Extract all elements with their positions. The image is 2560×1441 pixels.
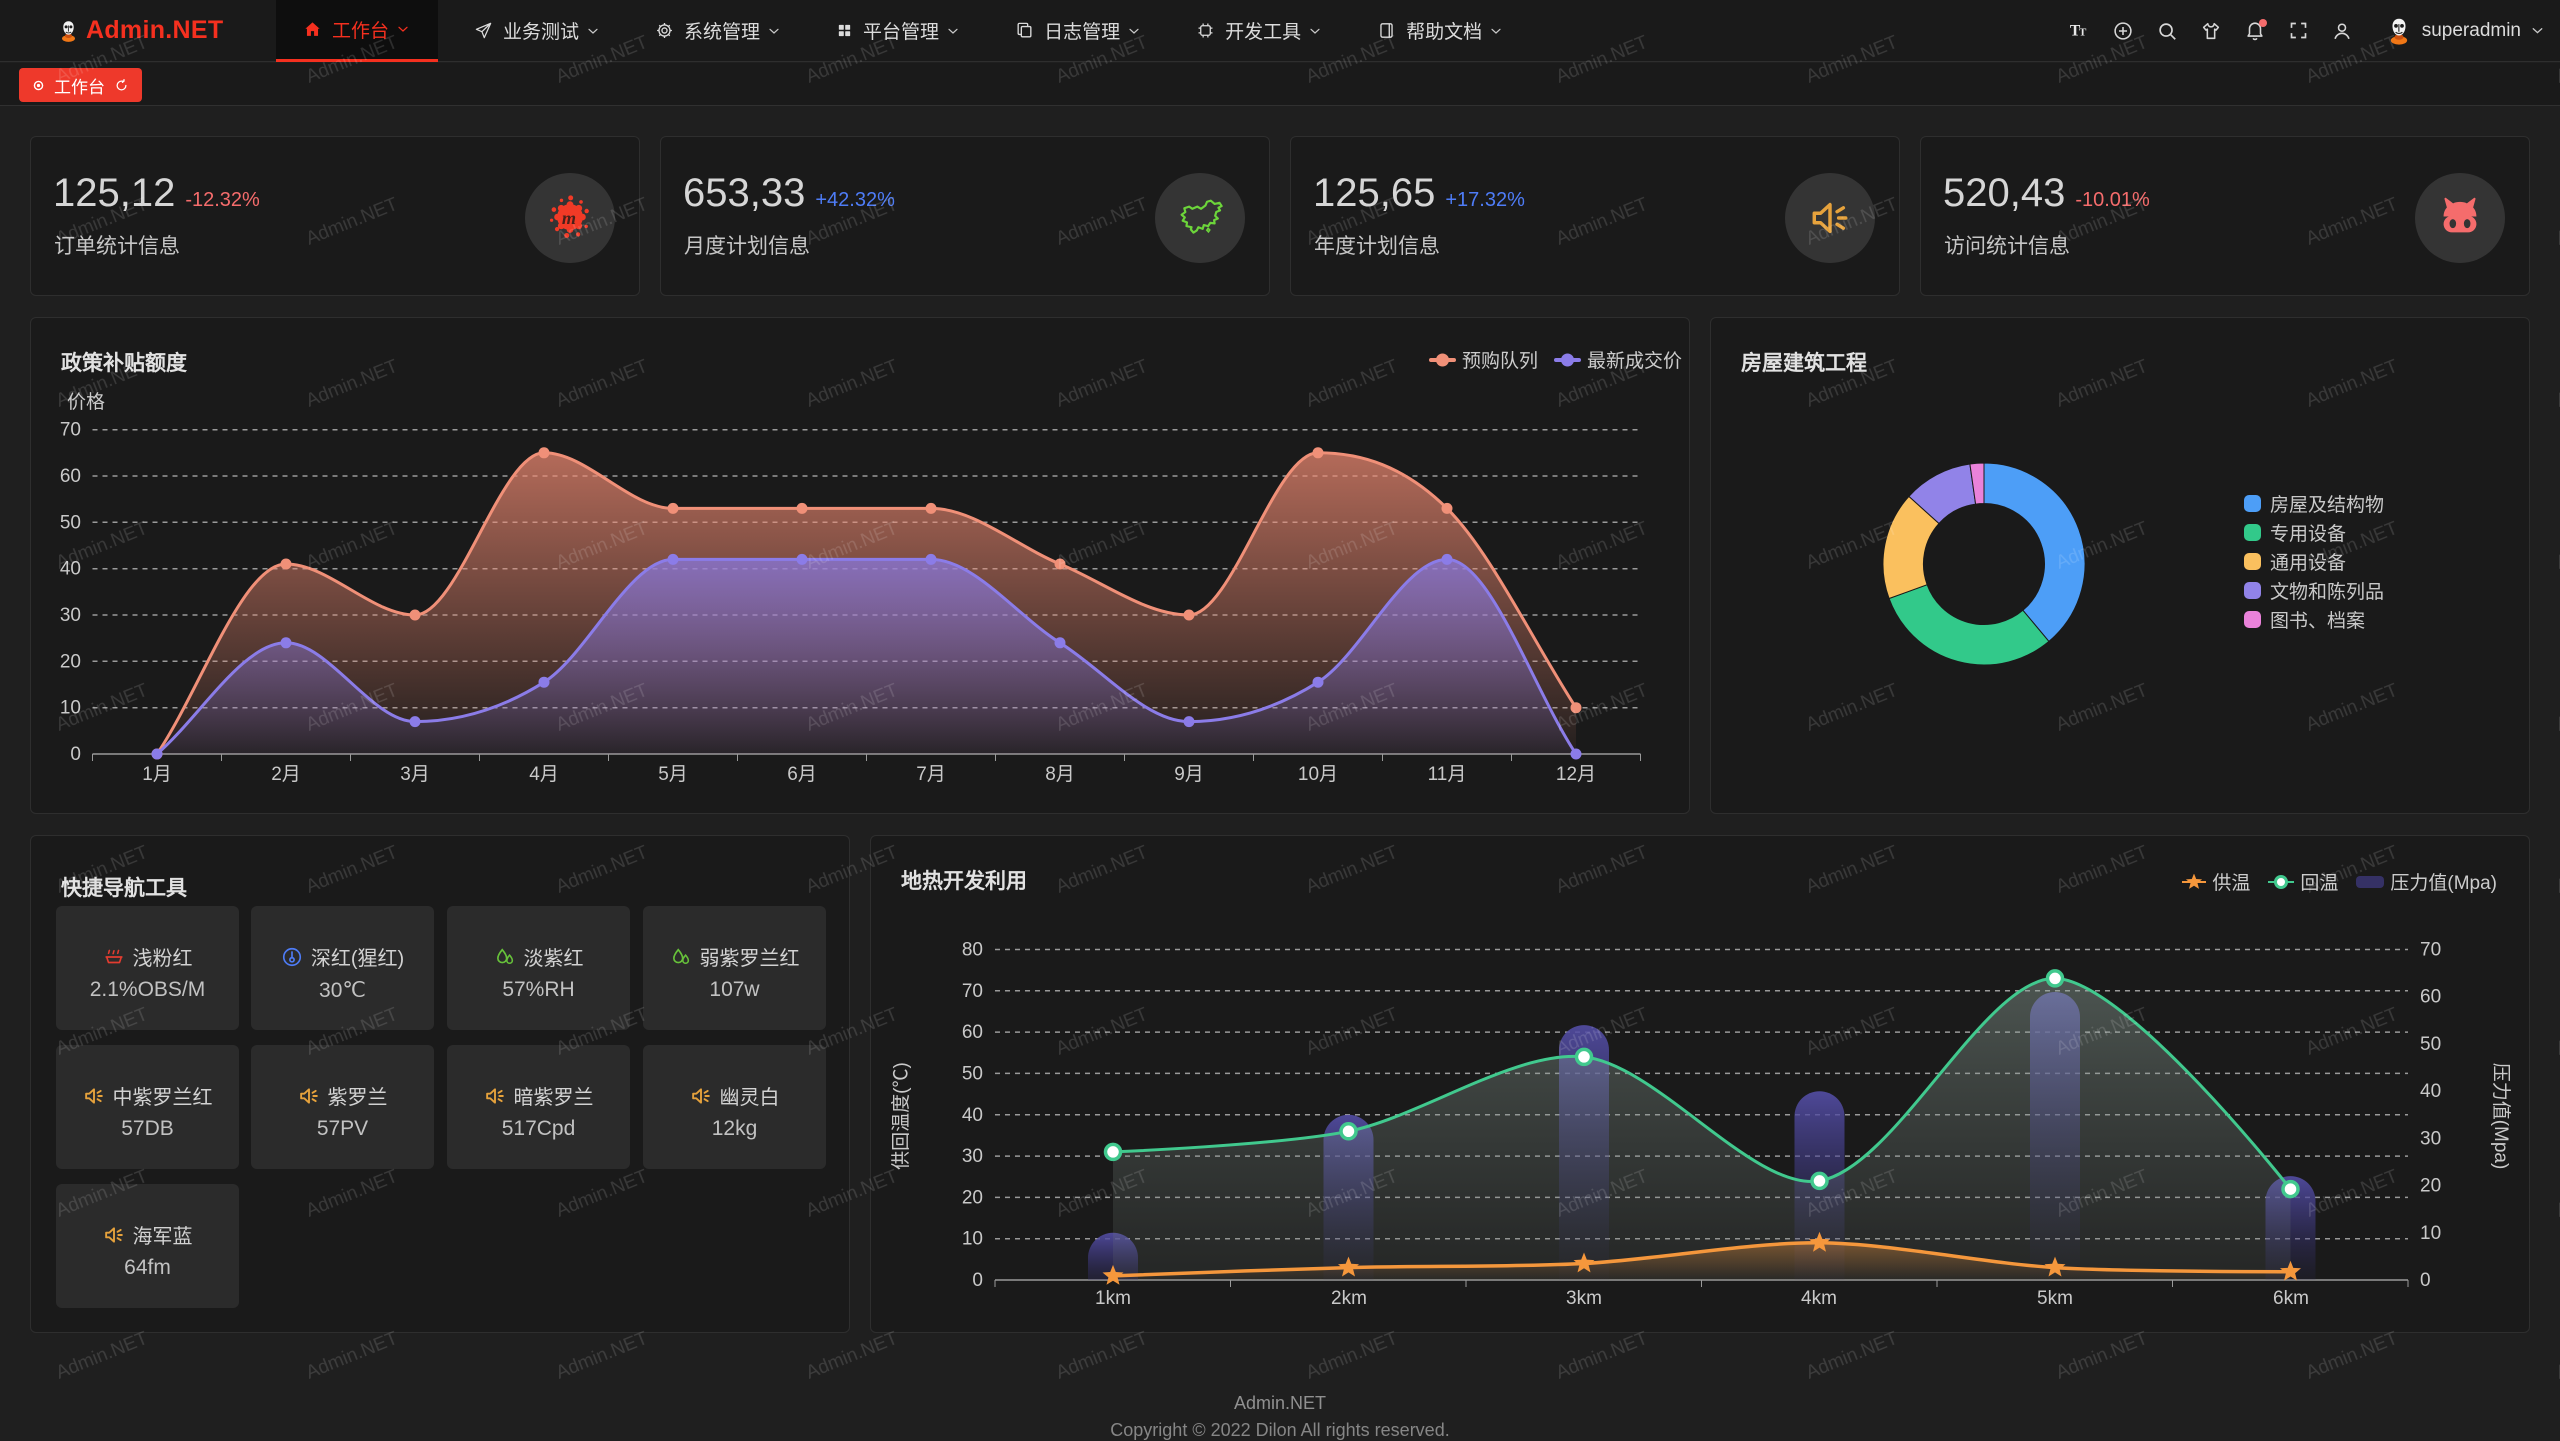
svg-text:0: 0 (2420, 1270, 2431, 1291)
svg-text:60: 60 (2420, 987, 2441, 1008)
svg-text:价格: 价格 (67, 391, 105, 413)
svg-text:12月: 12月 (1556, 764, 1596, 785)
svg-text:3月: 3月 (400, 764, 430, 785)
svg-text:3km: 3km (1566, 1288, 1602, 1309)
svg-text:11月: 11月 (1428, 764, 1467, 785)
svg-text:70: 70 (2420, 940, 2441, 961)
svg-text:1km: 1km (1095, 1288, 1131, 1309)
svg-text:40: 40 (2420, 1081, 2441, 1102)
svg-text:9月: 9月 (1174, 764, 1204, 785)
svg-text:50: 50 (962, 1063, 983, 1084)
svg-text:m: m (562, 208, 576, 228)
svg-text:0: 0 (70, 744, 81, 765)
svg-text:5km: 5km (2037, 1288, 2073, 1309)
svg-text:0: 0 (972, 1270, 983, 1291)
svg-text:70: 70 (962, 981, 983, 1002)
svg-text:40: 40 (60, 559, 81, 580)
svg-text:20: 20 (962, 1187, 983, 1208)
svg-text:压力值(Mpa): 压力值(Mpa) (2490, 1063, 2512, 1170)
svg-text:10: 10 (962, 1229, 983, 1250)
svg-text:1月: 1月 (142, 764, 172, 785)
svg-text:20: 20 (2420, 1176, 2441, 1197)
svg-text:供回温度(℃): 供回温度(℃) (890, 1062, 912, 1170)
svg-text:30: 30 (2420, 1128, 2441, 1149)
svg-text:4月: 4月 (529, 764, 559, 785)
svg-text:10: 10 (60, 698, 81, 719)
svg-text:50: 50 (60, 512, 81, 533)
svg-text:6km: 6km (2273, 1288, 2309, 1309)
svg-text:8月: 8月 (1045, 764, 1075, 785)
svg-text:60: 60 (60, 466, 81, 487)
svg-text:4km: 4km (1801, 1288, 1837, 1309)
svg-text:5月: 5月 (658, 764, 688, 785)
svg-text:60: 60 (962, 1022, 983, 1043)
svg-text:20: 20 (60, 651, 81, 672)
svg-text:10月: 10月 (1298, 764, 1338, 785)
svg-text:10: 10 (2420, 1223, 2441, 1244)
svg-text:T: T (2079, 26, 2087, 38)
svg-text:2km: 2km (1331, 1288, 1367, 1309)
svg-text:40: 40 (962, 1105, 983, 1126)
svg-text:50: 50 (2420, 1034, 2441, 1055)
svg-text:2月: 2月 (271, 764, 301, 785)
svg-text:30: 30 (60, 605, 81, 626)
svg-text:30: 30 (962, 1146, 983, 1167)
svg-text:80: 80 (962, 940, 983, 961)
svg-text:70: 70 (60, 420, 81, 441)
svg-text:6月: 6月 (787, 764, 817, 785)
svg-text:7月: 7月 (916, 764, 946, 785)
